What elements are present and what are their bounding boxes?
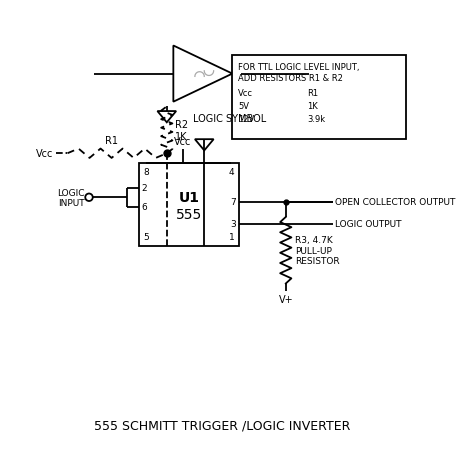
Text: V+: V+ [278,294,293,304]
Text: R1: R1 [307,88,319,97]
Text: ADD RESISTORS R1 & R2: ADD RESISTORS R1 & R2 [238,74,343,82]
Text: 12V: 12V [238,115,254,124]
Text: 3.9k: 3.9k [307,115,326,124]
Text: LOGIC SYMBOL: LOGIC SYMBOL [193,114,266,124]
Text: 2: 2 [141,184,147,193]
Text: U1: U1 [178,190,199,204]
Text: Vcc: Vcc [238,88,253,97]
Text: R3, 4.7K
PULL-UP
RESISTOR: R3, 4.7K PULL-UP RESISTOR [295,236,340,266]
Text: 555 SCHMITT TRIGGER /LOGIC INVERTER: 555 SCHMITT TRIGGER /LOGIC INVERTER [94,419,350,432]
Text: R1: R1 [105,136,118,145]
Text: LOGIC OUTPUT: LOGIC OUTPUT [336,219,402,229]
Text: Vcc: Vcc [36,149,54,159]
Text: R2
1K: R2 1K [175,120,188,141]
Text: 3: 3 [230,219,236,229]
Text: FOR TTL LOGIC LEVEL INPUT,: FOR TTL LOGIC LEVEL INPUT, [238,63,359,72]
Bar [139,163,239,246]
Bar [232,56,406,140]
Text: 555: 555 [176,207,202,221]
Text: Vcc: Vcc [174,137,191,146]
Text: 1: 1 [228,233,234,242]
Text: 5: 5 [143,233,149,242]
Text: 8: 8 [143,168,149,177]
Text: 6: 6 [141,203,147,212]
Text: 7: 7 [230,198,236,207]
Text: OPEN COLLECTOR OUTPUT: OPEN COLLECTOR OUTPUT [336,198,456,207]
Text: 5V: 5V [238,101,249,111]
Text: LOGIC
INPUT: LOGIC INPUT [57,188,84,207]
Text: 4: 4 [228,168,234,177]
Text: 1K: 1K [307,101,318,111]
